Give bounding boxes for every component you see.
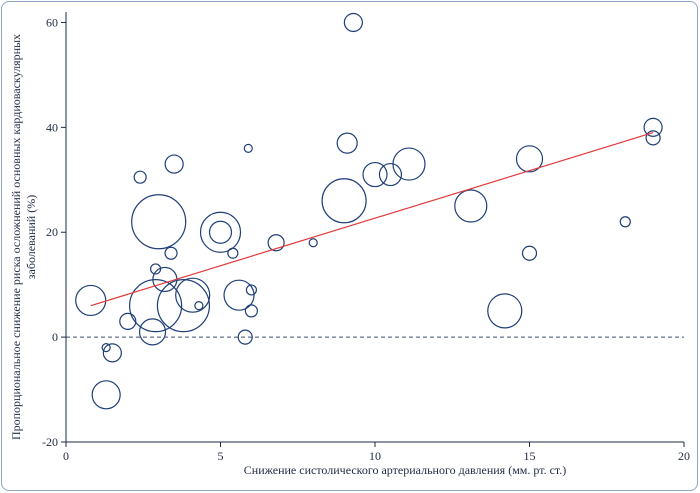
data-bubble [102,343,122,363]
data-bubble [343,12,363,33]
data-bubble [237,329,253,345]
data-bubble [378,162,403,187]
data-bubble [243,143,253,153]
data-bubble [150,263,162,275]
data-bubble [515,145,544,173]
data-bubble [199,211,242,253]
data-bubble [362,161,388,188]
data-bubble [175,277,211,313]
data-bubble [101,343,111,353]
x-tick-label: 5 [218,449,224,463]
y-axis-title-line1: Пропорциональное снижение риска осложнен… [9,34,23,440]
data-bubble [223,279,255,311]
data-bubble [131,194,187,250]
data-bubble [321,178,367,224]
data-bubble [308,238,318,248]
y-axis-title-line2: заболеваний (%) [24,195,38,279]
data-bubble [129,279,183,333]
x-tick-label: 0 [63,449,69,463]
data-bubble [487,293,523,329]
data-bubble [164,246,178,260]
bubbles-group [75,12,663,410]
data-bubble [164,154,184,174]
data-bubble [645,130,661,146]
x-tick-label: 10 [369,449,381,463]
x-axis-title: Снижение систолического артериального да… [244,463,566,477]
y-tick-label: 0 [52,330,58,344]
data-bubble [267,234,285,252]
axes [65,12,684,443]
data-bubble [194,301,204,311]
x-tick-label: 20 [678,449,690,463]
y-tick-label: -20 [42,435,58,449]
data-bubble [91,380,121,410]
data-bubble [119,312,137,330]
data-bubble [156,279,211,333]
data-bubble [619,216,631,228]
x-ticks: 0 5 10 15 20 [63,442,690,463]
y-ticks: -20 0 20 40 60 [42,15,66,449]
data-bubble [521,245,538,261]
data-bubble [208,220,233,244]
y-tick-label: 60 [46,15,58,29]
regression-line [90,132,654,307]
data-bubble [133,170,147,184]
y-tick-label: 40 [46,120,58,134]
data-bubble [244,304,258,318]
data-bubble [643,117,663,137]
data-bubble [245,284,257,296]
data-bubble [138,318,167,346]
data-bubble [75,284,107,317]
data-bubble [392,147,426,181]
data-bubble [336,132,358,154]
data-bubble [227,247,239,259]
y-tick-label: 20 [46,225,58,239]
x-tick-label: 15 [524,449,536,463]
data-bubble [454,189,488,223]
